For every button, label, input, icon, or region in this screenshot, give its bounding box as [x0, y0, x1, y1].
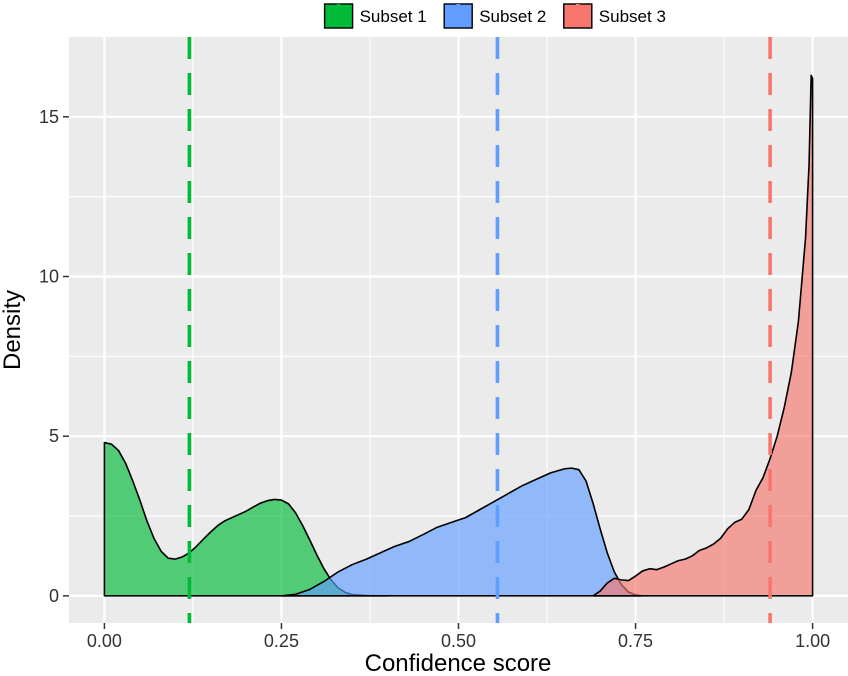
x-tick-label: 0.50: [441, 631, 476, 651]
y-tick-label: 5: [49, 426, 59, 446]
density-areas: [103, 74, 814, 597]
density-area-subset-3: [592, 74, 814, 597]
mean-lines: [187, 37, 772, 623]
x-axis-title: Confidence score: [365, 650, 552, 676]
legend-label-subset-2: Subset 2: [479, 7, 546, 26]
y-tick-label: 10: [39, 267, 59, 287]
x-tick-label: 0.75: [618, 631, 653, 651]
legend-label-subset-3: Subset 3: [599, 7, 666, 26]
x-tick-label: 0.00: [87, 631, 122, 651]
x-axis: 0.00 0.25 0.50 0.75 1.00: [87, 623, 830, 651]
y-axis-title: Density: [0, 290, 26, 370]
y-tick-label: 15: [39, 107, 59, 127]
legend-label-subset-1: Subset 1: [360, 7, 427, 26]
y-tick-label: 0: [49, 586, 59, 606]
density-area-subset-2: [280, 467, 644, 597]
x-tick-label: 0.25: [264, 631, 299, 651]
y-axis: 0 5 10 15: [39, 107, 69, 606]
legend: Subset 1 Subset 2 Subset 3: [323, 3, 666, 29]
x-tick-label: 1.00: [795, 631, 830, 651]
density-area-subset-1: [103, 441, 389, 597]
